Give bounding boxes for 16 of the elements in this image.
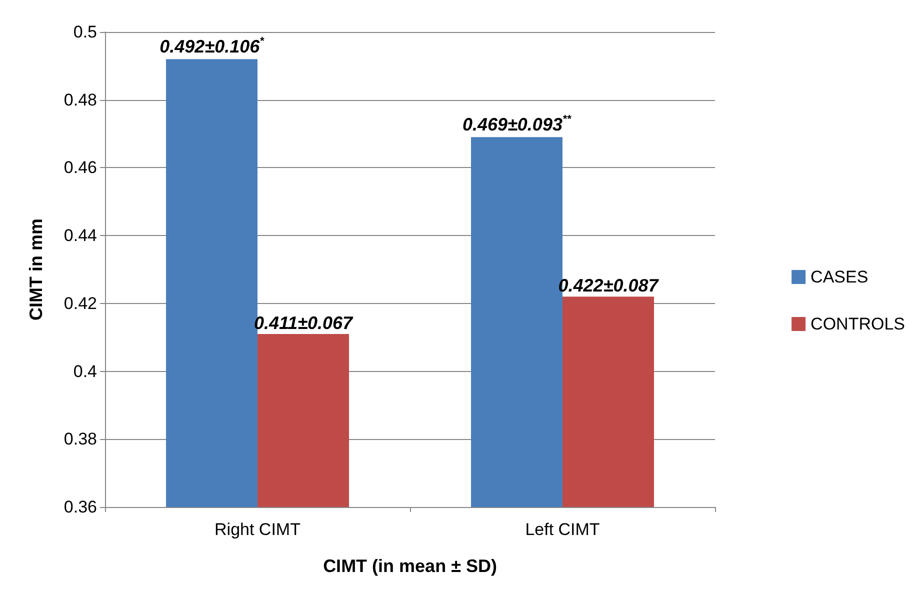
data-label: 0.469±0.093** xyxy=(462,114,572,135)
y-tick-label: 0.5 xyxy=(73,22,97,42)
y-tick-label: 0.46 xyxy=(64,158,97,178)
y-tick-label: 0.48 xyxy=(64,90,97,110)
y-tick-label: 0.42 xyxy=(64,294,97,313)
legend-label: CONTROLS xyxy=(810,314,906,334)
x-axis-title: CIMT (in mean ± SD) xyxy=(323,556,497,576)
x-tick-label: Right CIMT xyxy=(214,520,300,539)
y-tick-label: 0.44 xyxy=(64,226,97,246)
y-tick-label: 0.36 xyxy=(64,498,97,516)
y-tick-label: 0.4 xyxy=(73,362,97,381)
data-label: 0.492±0.106* xyxy=(160,36,265,57)
x-tick-label: Left CIMT xyxy=(525,520,600,539)
y-tick-label: 0.38 xyxy=(64,430,97,449)
legend-label: CASES xyxy=(810,268,868,286)
y-axis-title: CIMT in mm xyxy=(26,218,46,320)
